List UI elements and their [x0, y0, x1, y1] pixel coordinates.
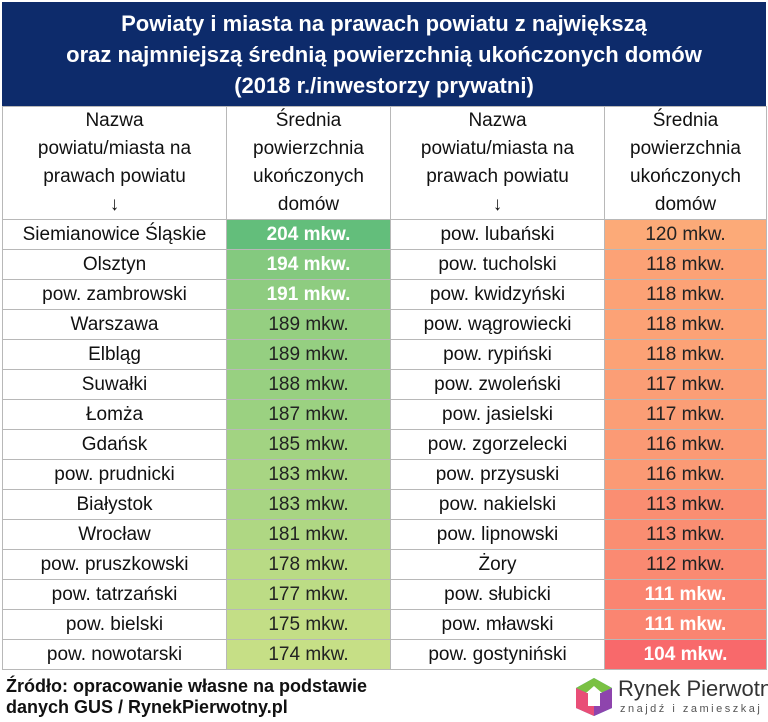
- largest-name-cell: Wrocław: [2, 519, 227, 550]
- largest-area-cell: 187 mkw.: [226, 399, 391, 430]
- smallest-area-cell: 118 mkw.: [604, 279, 767, 310]
- largest-area-cell: 189 mkw.: [226, 309, 391, 340]
- largest-name-cell: Olsztyn: [2, 249, 227, 280]
- smallest-name-cell: pow. tucholski: [390, 249, 605, 280]
- smallest-area-cell: 118 mkw.: [604, 339, 767, 370]
- table-body: Siemianowice Śląskie 204 mkw. pow. lubańsk…: [2, 219, 767, 670]
- smallest-area-cell: 120 mkw.: [604, 219, 767, 250]
- smallest-area-cell: 116 mkw.: [604, 459, 767, 490]
- largest-name-cell: pow. tatrzański: [2, 579, 227, 610]
- header-area-largest: Średnia powierzchnia ukończonych domów: [226, 106, 391, 220]
- table-row: Białystok 183 mkw. pow. nakielski 113 mkw.: [2, 489, 767, 520]
- table-title: Powiaty i miasta na prawach powiatu z na…: [2, 2, 766, 106]
- table-row: Warszawa 189 mkw. pow. wągrowiecki 118 mkw.: [2, 309, 767, 340]
- largest-area-cell: 188 mkw.: [226, 369, 391, 400]
- title-line-2: oraz najmniejszą średnią powierzchnią uk…: [66, 42, 702, 67]
- largest-name-cell: pow. prudnicki: [2, 459, 227, 490]
- smallest-name-cell: pow. jasielski: [390, 399, 605, 430]
- smallest-area-cell: 116 mkw.: [604, 429, 767, 460]
- largest-area-cell: 175 mkw.: [226, 609, 391, 640]
- brand-logo: Rynek Pierwotny znajdź i zamieszkaj: [574, 673, 768, 719]
- table-row: Łomża 187 mkw. pow. jasielski 117 mkw.: [2, 399, 767, 430]
- largest-area-cell: 177 mkw.: [226, 579, 391, 610]
- largest-name-cell: Warszawa: [2, 309, 227, 340]
- largest-name-cell: pow. pruszkowski: [2, 549, 227, 580]
- smallest-area-cell: 117 mkw.: [604, 399, 767, 430]
- smallest-area-cell: 118 mkw.: [604, 309, 767, 340]
- table-row: pow. tatrzański 177 mkw. pow. słubicki 111 …: [2, 579, 767, 610]
- largest-name-cell: Suwałki: [2, 369, 227, 400]
- header-name-largest: Nazwa powiatu/miasta na prawach powiatu ↓: [2, 106, 227, 220]
- header-name-smallest: Nazwa powiatu/miasta na prawach powiatu ↓: [390, 106, 605, 220]
- smallest-area-cell: 111 mkw.: [604, 579, 767, 610]
- largest-area-cell: 178 mkw.: [226, 549, 391, 580]
- largest-area-cell: 183 mkw.: [226, 459, 391, 490]
- table-row: pow. nowotarski 174 mkw. pow. gostyniński 1…: [2, 639, 767, 670]
- smallest-name-cell: pow. mławski: [390, 609, 605, 640]
- largest-name-cell: Łomża: [2, 399, 227, 430]
- smallest-name-cell: pow. przysuski: [390, 459, 605, 490]
- table-row: Gdańsk 185 mkw. pow. zgorzelecki 116 mkw.: [2, 429, 767, 460]
- table-row: Elbląg 189 mkw. pow. rypiński 118 mkw.: [2, 339, 767, 370]
- smallest-name-cell: pow. lubański: [390, 219, 605, 250]
- largest-name-cell: Siemianowice Śląskie: [2, 219, 227, 250]
- source-line-1: Źródło: opracowanie własne na podstawie: [6, 676, 368, 696]
- smallest-name-cell: pow. słubicki: [390, 579, 605, 610]
- table-row: pow. zambrowski 191 mkw. pow. kwidzyński 11…: [2, 279, 767, 310]
- largest-area-cell: 181 mkw.: [226, 519, 391, 550]
- table-row: Wrocław 181 mkw. pow. lipnowski 113 mkw.: [2, 519, 767, 550]
- smallest-name-cell: Żory: [390, 549, 605, 580]
- smallest-name-cell: pow. rypiński: [390, 339, 605, 370]
- largest-name-cell: Elbląg: [2, 339, 227, 370]
- largest-name-cell: Gdańsk: [2, 429, 227, 460]
- largest-area-cell: 183 mkw.: [226, 489, 391, 520]
- house-logo-icon: [576, 678, 612, 716]
- title-line-1: Powiaty i miasta na prawach powiatu z na…: [121, 11, 647, 36]
- smallest-area-cell: 111 mkw.: [604, 609, 767, 640]
- table-row: Siemianowice Śląskie 204 mkw. pow. lubańsk…: [2, 219, 767, 250]
- ranking-table: Nazwa powiatu/miasta na prawach powiatu ↓ Ś…: [2, 106, 767, 670]
- smallest-name-cell: pow. lipnowski: [390, 519, 605, 550]
- largest-area-cell: 174 mkw.: [226, 639, 391, 670]
- smallest-name-cell: pow. kwidzyński: [390, 279, 605, 310]
- largest-area-cell: 194 mkw.: [226, 249, 391, 280]
- smallest-name-cell: pow. zwoleński: [390, 369, 605, 400]
- largest-area-cell: 191 mkw.: [226, 279, 391, 310]
- smallest-area-cell: 118 mkw.: [604, 249, 767, 280]
- table-row: pow. bielski 175 mkw. pow. mławski 111 mkw.: [2, 609, 767, 640]
- smallest-area-cell: 113 mkw.: [604, 489, 767, 520]
- smallest-name-cell: pow. nakielski: [390, 489, 605, 520]
- title-line-3: (2018 r./inwestorzy prywatni): [234, 73, 534, 98]
- header-area-smallest: Średnia powierzchnia ukończonych domów: [604, 106, 767, 220]
- smallest-name-cell: pow. wągrowiecki: [390, 309, 605, 340]
- table-row: Olsztyn 194 mkw. pow. tucholski 118 mkw.: [2, 249, 767, 280]
- largest-name-cell: Białystok: [2, 489, 227, 520]
- largest-name-cell: pow. nowotarski: [2, 639, 227, 670]
- largest-area-cell: 185 mkw.: [226, 429, 391, 460]
- smallest-area-cell: 104 mkw.: [604, 639, 767, 670]
- brand-name: Rynek Pierwotny: [618, 676, 768, 701]
- smallest-name-cell: pow. gostyniński: [390, 639, 605, 670]
- source-line-2: danych GUS / RynekPierwotny.pl: [6, 697, 288, 717]
- table-row: Suwałki 188 mkw. pow. zwoleński 117 mkw.: [2, 369, 767, 400]
- table-row: pow. prudnicki 183 mkw. pow. przysuski 116 …: [2, 459, 767, 490]
- smallest-name-cell: pow. zgorzelecki: [390, 429, 605, 460]
- table-row: pow. pruszkowski 178 mkw. Żory 112 mkw.: [2, 549, 767, 580]
- largest-area-cell: 204 mkw.: [226, 219, 391, 250]
- smallest-area-cell: 117 mkw.: [604, 369, 767, 400]
- largest-name-cell: pow. zambrowski: [2, 279, 227, 310]
- smallest-area-cell: 113 mkw.: [604, 519, 767, 550]
- source-note: Źródło: opracowanie własne na podstawie …: [6, 676, 367, 718]
- largest-area-cell: 189 mkw.: [226, 339, 391, 370]
- brand-tagline: znajdź i zamieszkaj: [620, 703, 763, 715]
- smallest-area-cell: 112 mkw.: [604, 549, 767, 580]
- header-row: Nazwa powiatu/miasta na prawach powiatu ↓ Ś…: [2, 106, 767, 220]
- largest-name-cell: pow. bielski: [2, 609, 227, 640]
